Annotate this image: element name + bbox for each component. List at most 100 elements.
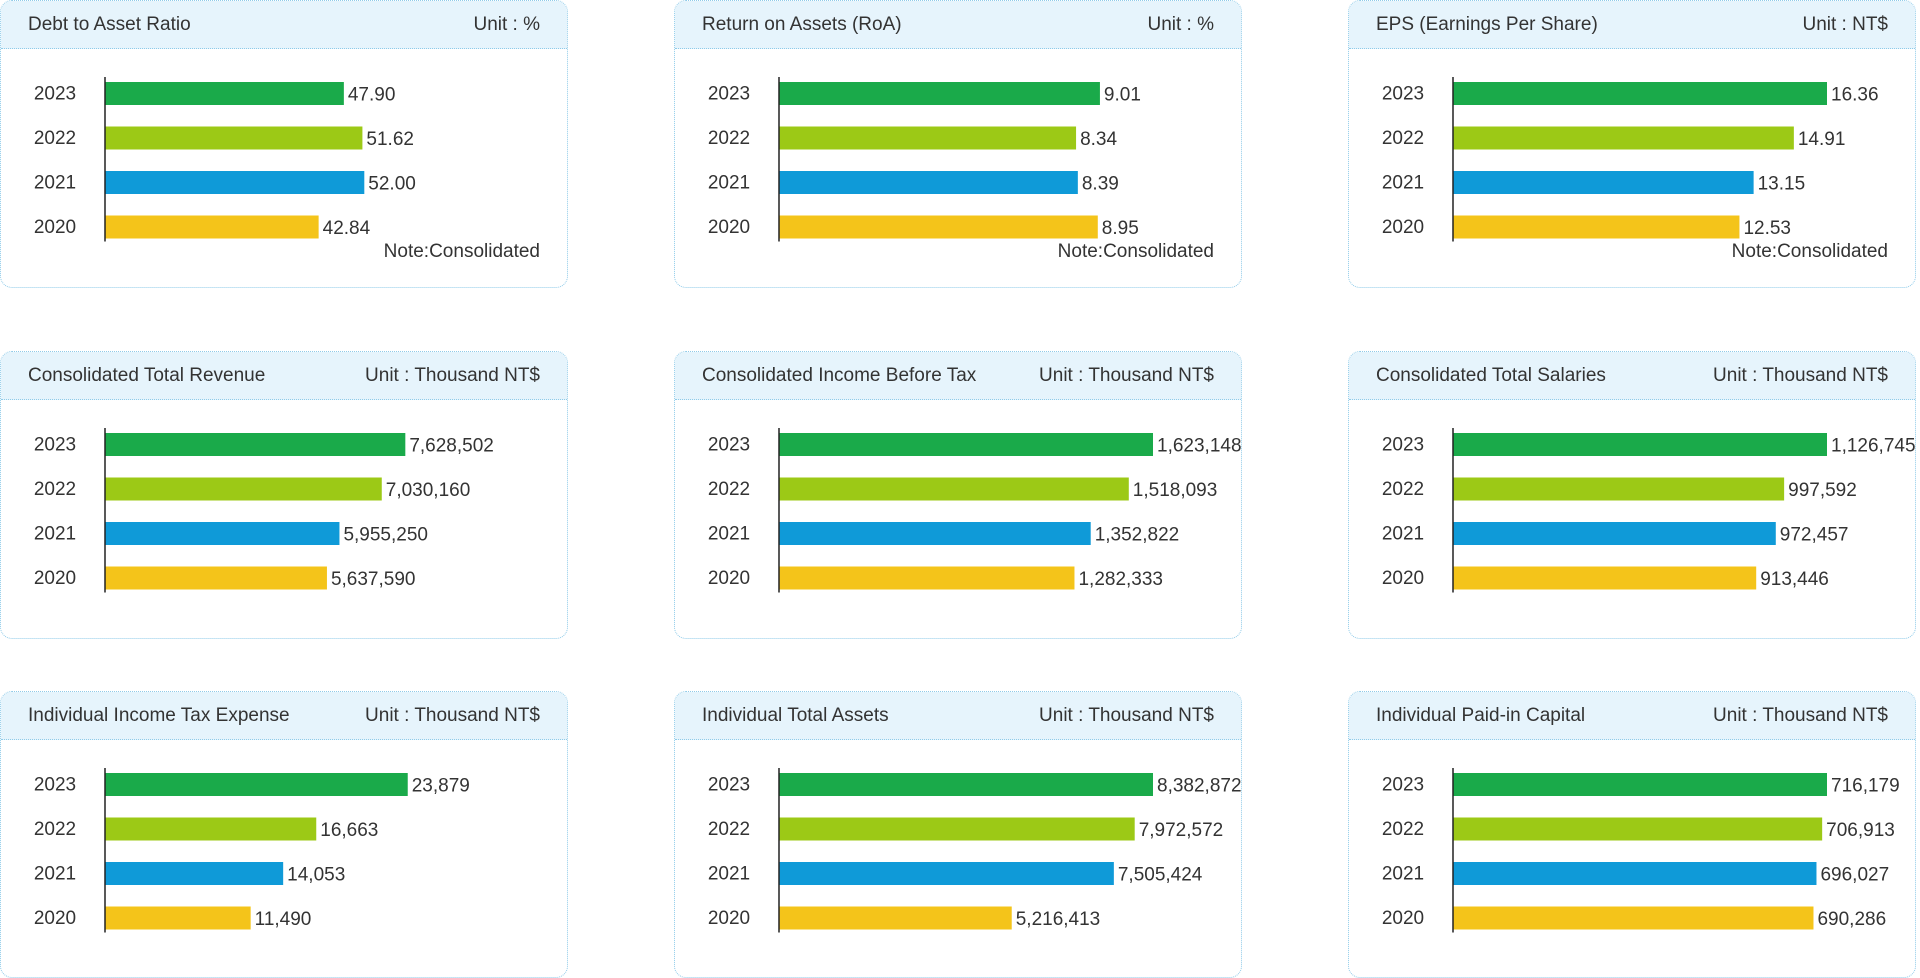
note-label: Note:Consolidated	[1731, 241, 1888, 262]
card-header: Return on Assets (RoA) Unit : %	[675, 1, 1241, 49]
card-header: Individual Income Tax Expense Unit : Tho…	[1, 692, 567, 740]
unit-label: Unit : Thousand NT$	[1039, 704, 1214, 726]
data-label: 42.84	[323, 218, 371, 239]
data-label: 972,457	[1780, 525, 1849, 546]
chart-title: EPS (Earnings Per Share)	[1376, 13, 1598, 35]
data-label: 16.36	[1831, 85, 1879, 106]
chart-title: Consolidated Total Salaries	[1376, 364, 1606, 386]
y-tick-label: 2022	[34, 479, 76, 500]
y-tick-label: 2022	[34, 128, 76, 149]
bar-2022	[105, 817, 317, 841]
data-label: 16,663	[320, 820, 378, 841]
bar-2020	[105, 566, 327, 590]
y-tick-label: 2021	[34, 524, 76, 545]
chart-body: 2023 23,879 2022 16,663 2021 14,053 2020 11,490	[1, 740, 567, 977]
chart-body: 2023 1,126,745 2022 997,592 2021 972,457 2020 9…	[1349, 400, 1915, 638]
chart-card-paid-in-capital: Individual Paid-in Capital Unit : Thousa…	[1348, 691, 1916, 978]
bar-2020	[779, 215, 1098, 239]
chart-card-income-before-tax: Consolidated Income Before Tax Unit : Th…	[674, 351, 1242, 639]
y-tick-label: 2021	[1382, 524, 1424, 545]
y-tick-label: 2022	[1382, 128, 1424, 149]
y-tick-label: 2022	[1382, 819, 1424, 840]
chart-card-debt-to-asset: Debt to Asset Ratio Unit : % 2023 47.90 20…	[0, 0, 568, 288]
data-label: 47.90	[348, 85, 396, 106]
bar-chart: 2023 47.90 2022 51.62 2021 52.00 2020 42.84	[34, 77, 416, 242]
card-header: Consolidated Total Salaries Unit : Thous…	[1349, 352, 1915, 400]
unit-label: Unit : Thousand NT$	[1713, 704, 1888, 726]
bar-2023	[1453, 82, 1827, 105]
chart-card-return-on-assets: Return on Assets (RoA) Unit : % 2023 9.01…	[674, 0, 1242, 288]
y-tick-label: 2021	[1382, 173, 1424, 194]
card-header: Consolidated Total Revenue Unit : Thousa…	[1, 352, 567, 400]
note-label: Note:Consolidated	[383, 241, 540, 262]
data-label: 8.34	[1080, 129, 1117, 150]
data-label: 8.95	[1102, 218, 1139, 239]
data-label: 5,637,590	[331, 569, 416, 590]
y-tick-label: 2021	[34, 864, 76, 885]
data-label: 696,027	[1820, 865, 1889, 886]
y-tick-label: 2020	[708, 217, 750, 238]
data-label: 5,216,413	[1016, 909, 1101, 930]
bar-2021	[779, 862, 1114, 885]
y-tick-label: 2020	[708, 908, 750, 929]
bar-2023	[105, 433, 406, 456]
data-label: 1,518,093	[1133, 480, 1218, 501]
y-tick-label: 2022	[708, 128, 750, 149]
chart-title: Debt to Asset Ratio	[28, 13, 191, 35]
y-tick-label: 2023	[708, 84, 750, 105]
y-tick-label: 2021	[34, 173, 76, 194]
bar-2021	[1453, 862, 1817, 885]
card-header: Debt to Asset Ratio Unit : %	[1, 1, 567, 49]
y-tick-label: 2023	[34, 84, 76, 105]
chart-body: 2023 1,623,148 2022 1,518,093 2021 1,352,822 2…	[675, 400, 1241, 638]
bar-2023	[105, 773, 408, 796]
y-tick-label: 2020	[708, 568, 750, 589]
bar-2020	[779, 566, 1075, 590]
chart-title: Consolidated Income Before Tax	[702, 364, 977, 386]
bar-2020	[1453, 566, 1757, 590]
data-label: 7,505,424	[1118, 865, 1203, 886]
data-label: 23,879	[412, 776, 470, 797]
card-header: EPS (Earnings Per Share) Unit : NT$	[1349, 1, 1915, 49]
unit-label: Unit : %	[473, 13, 540, 35]
chart-body: 2023 47.90 2022 51.62 2021 52.00 2020 42.84 Not…	[1, 49, 567, 287]
chart-body: 2023 8,382,872 2022 7,972,572 2021 7,505,424 2…	[675, 740, 1241, 977]
bar-2023	[779, 773, 1153, 796]
data-label: 706,913	[1826, 820, 1895, 841]
y-tick-label: 2023	[1382, 775, 1424, 796]
bar-2021	[105, 862, 284, 885]
card-header: Individual Paid-in Capital Unit : Thousa…	[1349, 692, 1915, 740]
data-label: 1,282,333	[1078, 569, 1163, 590]
bar-chart: 2023 1,126,745 2022 997,592 2021 972,457 2020 9…	[1382, 428, 1915, 593]
bar-2022	[105, 126, 363, 150]
bar-2021	[105, 522, 340, 545]
bar-chart: 2023 23,879 2022 16,663 2021 14,053 2020 11,490	[34, 768, 470, 933]
chart-title: Individual Income Tax Expense	[28, 704, 290, 726]
y-tick-label: 2020	[34, 217, 76, 238]
unit-label: Unit : Thousand NT$	[1039, 364, 1214, 386]
chart-body: 2023 7,628,502 2022 7,030,160 2021 5,955,250 2…	[1, 400, 567, 638]
y-tick-label: 2020	[34, 568, 76, 589]
chart-body: 2023 16.36 2022 14.91 2021 13.15 2020 12.53 Not…	[1349, 49, 1915, 287]
chart-body: 2023 9.01 2022 8.34 2021 8.39 2020 8.95 Note:Co…	[675, 49, 1241, 287]
bar-2021	[1453, 522, 1776, 545]
bar-2022	[105, 477, 382, 501]
bar-2023	[1453, 433, 1827, 456]
unit-label: Unit : NT$	[1802, 13, 1888, 35]
chart-card-eps: EPS (Earnings Per Share) Unit : NT$ 2023…	[1348, 0, 1916, 288]
data-label: 8.39	[1082, 174, 1119, 195]
bar-2021	[1453, 171, 1754, 194]
bar-2020	[1453, 906, 1814, 930]
bar-2023	[779, 82, 1100, 105]
data-label: 7,628,502	[409, 436, 494, 457]
data-label: 5,955,250	[343, 525, 428, 546]
bar-2023	[105, 82, 344, 105]
note-label: Note:Consolidated	[1057, 241, 1214, 262]
bar-2020	[105, 215, 319, 239]
data-label: 716,179	[1831, 776, 1900, 797]
chart-card-total-salaries: Consolidated Total Salaries Unit : Thous…	[1348, 351, 1916, 639]
chart-card-income-tax-expense: Individual Income Tax Expense Unit : Tho…	[0, 691, 568, 978]
data-label: 12.53	[1743, 218, 1791, 239]
bar-chart: 2023 716,179 2022 706,913 2021 696,027 2020 690…	[1382, 768, 1900, 933]
bar-2022	[1453, 126, 1794, 150]
